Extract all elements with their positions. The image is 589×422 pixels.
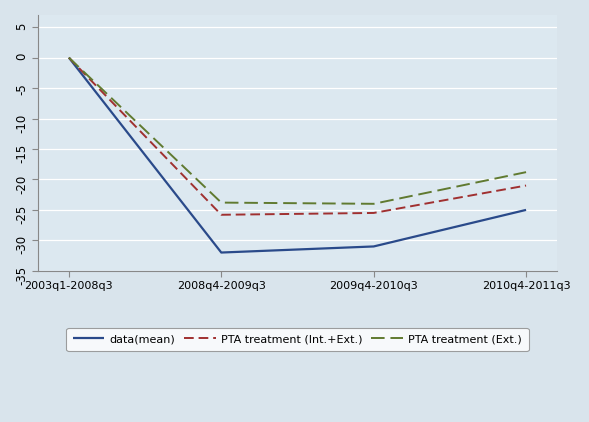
Legend: data(mean), PTA treatment (Int.+Ext.), PTA treatment (Ext.): data(mean), PTA treatment (Int.+Ext.), P… xyxy=(67,327,528,351)
PTA treatment (Ext.) xyxy=(65,55,72,60)
PTA treatment (Int.+Ext.) xyxy=(370,211,377,216)
PTA treatment (Ext.) xyxy=(370,201,377,206)
Line: PTA treatment (Int.+Ext.): PTA treatment (Int.+Ext.) xyxy=(69,58,526,215)
Line: PTA treatment (Ext.): PTA treatment (Ext.) xyxy=(69,58,526,204)
data(mean) xyxy=(218,250,225,255)
PTA treatment (Ext.) xyxy=(218,200,225,205)
PTA treatment (Int.+Ext.) xyxy=(522,183,530,188)
data(mean) xyxy=(522,207,530,212)
Line: data(mean): data(mean) xyxy=(69,58,526,252)
data(mean) xyxy=(65,55,72,60)
data(mean) xyxy=(370,244,377,249)
PTA treatment (Ext.) xyxy=(522,170,530,175)
PTA treatment (Int.+Ext.) xyxy=(65,55,72,60)
PTA treatment (Int.+Ext.) xyxy=(218,212,225,217)
